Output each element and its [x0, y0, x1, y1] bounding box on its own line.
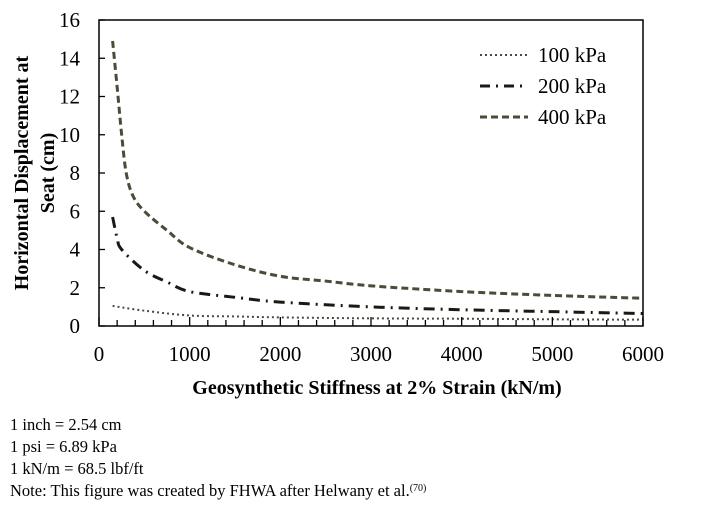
y-tick-label: 14	[59, 46, 81, 70]
series-line-400-kpa	[111, 40, 644, 300]
notes-block: 1 inch = 2.54 cm 1 psi = 6.89 kPa 1 kN/m…	[10, 414, 426, 502]
y-tick-label: 2	[70, 276, 81, 300]
y-tick-label: 4	[70, 238, 81, 262]
x-tick-label: 3000	[350, 342, 392, 366]
y-tick-label: 6	[70, 199, 81, 223]
source-note: Note: This figure was created by FHWA af…	[10, 480, 426, 502]
y-tick-label: 8	[70, 161, 81, 185]
x-tick-label: 6000	[622, 342, 664, 366]
series-layer	[111, 40, 644, 321]
series-line-200-kpa	[111, 216, 644, 316]
x-tick-label: 4000	[441, 342, 483, 366]
note-kn-lbf: 1 kN/m = 68.5 lbf/ft	[10, 459, 144, 478]
x-tick-label: 0	[94, 342, 105, 366]
y-axis-title-line-2: Seat (cm)	[37, 133, 59, 214]
ticks-layer	[98, 19, 644, 327]
y-axis-title-line-1: Horizontal Displacement at	[11, 55, 33, 290]
y-tick-label: 16	[59, 8, 80, 32]
y-tick-label: 12	[59, 85, 80, 109]
y-tick-label: 10	[59, 123, 80, 147]
y-tick-label: 0	[70, 314, 81, 338]
legend-label-400kpa: 400 kPa	[538, 105, 607, 129]
note-psi-kpa: 1 psi = 6.89 kPa	[10, 437, 117, 456]
x-tick-label: 5000	[531, 342, 573, 366]
legend: 100 kPa 200 kPa 400 kPa	[480, 43, 607, 129]
x-tick-label: 2000	[259, 342, 301, 366]
series-line-100-kpa	[112, 304, 644, 321]
x-axis-title: Geosynthetic Stiffness at 2% Strain (kN/…	[192, 377, 561, 399]
legend-label-200kpa: 200 kPa	[538, 74, 607, 98]
x-tick-labels: 0 1000 2000 3000 4000 5000 6000	[94, 342, 664, 366]
legend-label-100kpa: 100 kPa	[538, 43, 607, 67]
source-note-text: Note: This figure was created by FHWA af…	[10, 481, 410, 500]
x-tick-label: 1000	[169, 342, 211, 366]
source-note-reference: (70)	[409, 483, 427, 494]
note-inch-cm: 1 inch = 2.54 cm	[10, 415, 122, 434]
y-tick-labels: 0 2 4 6 8 10 12 14 16	[59, 8, 81, 338]
